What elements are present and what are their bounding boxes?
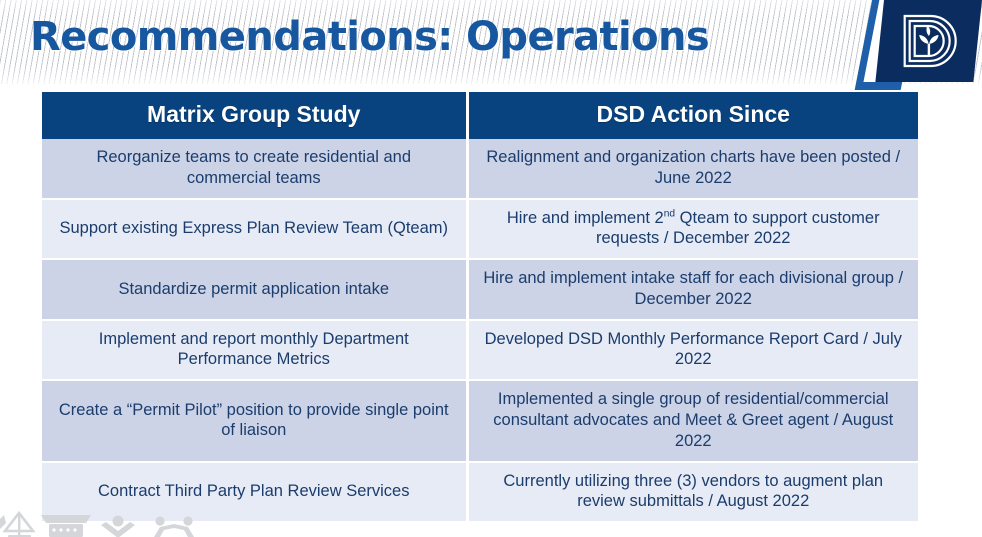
table-row: Reorganize teams to create residential a… — [42, 139, 918, 200]
handshake-icon — [154, 516, 194, 537]
table-row: Implement and report monthly Department … — [42, 319, 918, 382]
cell-dsd-action-since: Currently utilizing three (3) vendors to… — [467, 461, 918, 522]
building-icon — [41, 515, 91, 537]
cell-dsd-action-since: Developed DSD Monthly Performance Report… — [467, 319, 918, 382]
cell-matrix-group-study: Create a “Permit Pilot” position to prov… — [42, 380, 469, 463]
plant-motif — [919, 25, 939, 55]
cell-dsd-action-since: Realignment and organization charts have… — [467, 139, 918, 200]
cell-dsd-action-since: Implemented a single group of residentia… — [467, 380, 918, 463]
cell-dsd-action-since: Hire and implement 2nd Qteam to support … — [467, 198, 918, 261]
scales-of-justice-icon — [2, 510, 36, 537]
logo-badge — [875, 0, 982, 82]
logo-container — [850, 0, 982, 90]
cell-dsd-action-since: Hire and implement intake staff for each… — [467, 259, 918, 321]
table-row: Standardize permit application intake Hir… — [42, 259, 918, 321]
column-header-matrix-group-study: Matrix Group Study — [42, 92, 469, 139]
table-body: Reorganize teams to create residential a… — [42, 139, 918, 522]
recommendations-table: Matrix Group Study DSD Action Since Reor… — [42, 92, 918, 522]
page-title: Recommendations: Operations — [30, 14, 710, 60]
column-header-dsd-action-since: DSD Action Since — [467, 92, 918, 139]
footer-watermark-icons — [0, 510, 194, 537]
pennant-icon — [0, 515, 6, 529]
people-group-icon — [101, 515, 135, 537]
cell-matrix-group-study: Standardize permit application intake — [42, 259, 469, 321]
table-header-row: Matrix Group Study DSD Action Since — [42, 92, 918, 139]
cell-matrix-group-study: Contract Third Party Plan Review Service… — [42, 461, 469, 522]
table-row: Contract Third Party Plan Review Service… — [42, 461, 918, 522]
table-row: Create a “Permit Pilot” position to prov… — [42, 380, 918, 463]
dsd-logo-icon — [903, 14, 957, 68]
table-row: Support existing Express Plan Review Tea… — [42, 198, 918, 261]
cell-matrix-group-study: Reorganize teams to create residential a… — [42, 139, 469, 200]
cell-matrix-group-study: Implement and report monthly Department … — [42, 319, 469, 382]
cell-matrix-group-study: Support existing Express Plan Review Tea… — [42, 198, 469, 261]
